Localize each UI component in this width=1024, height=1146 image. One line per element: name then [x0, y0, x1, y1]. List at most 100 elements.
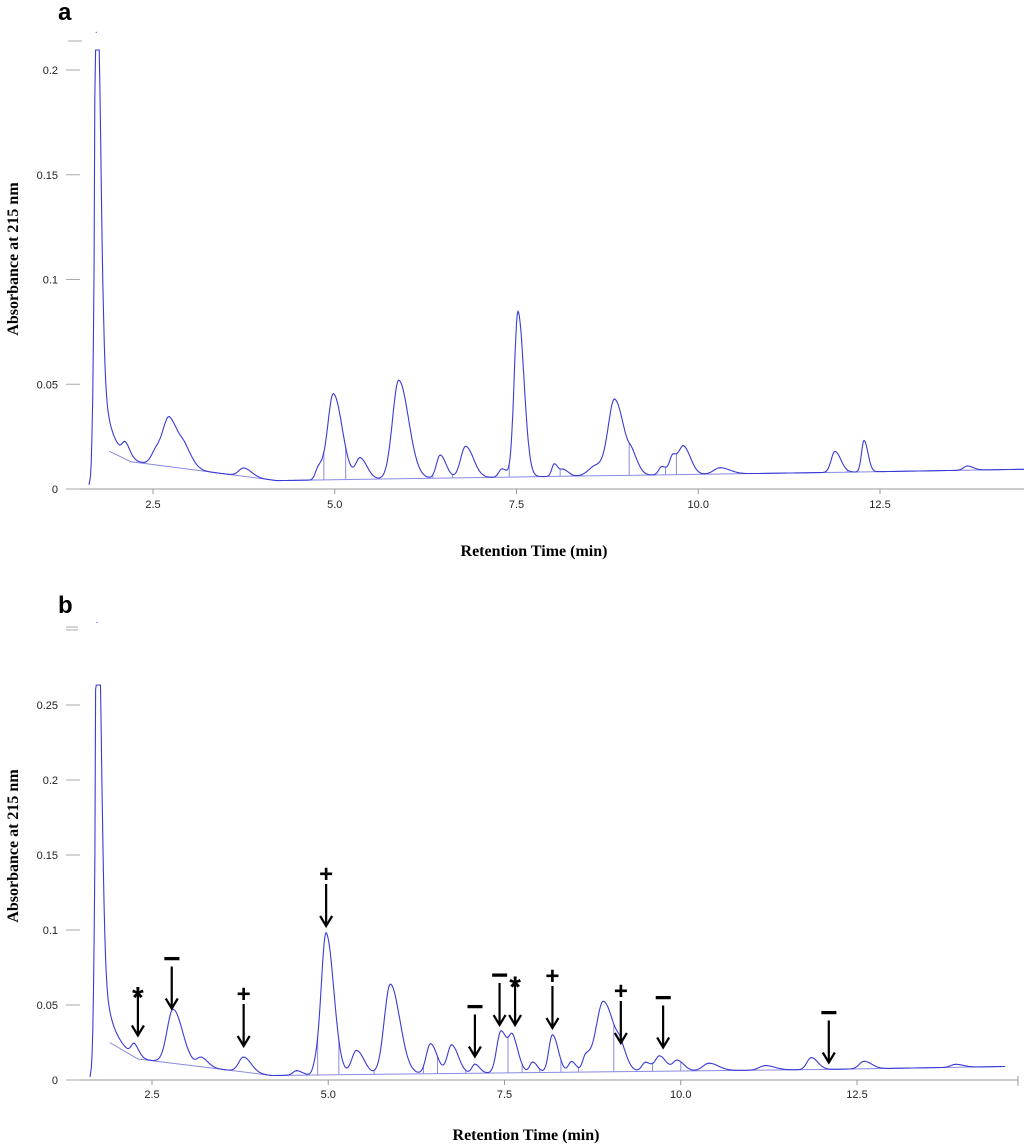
peak-annotation: − [820, 997, 838, 1065]
peak-apex [595, 463, 598, 465]
peak-apex [325, 932, 327, 934]
annotation-arrowhead [656, 1036, 671, 1050]
y-tick-label: 0.15 [37, 850, 58, 862]
peak-apex [863, 1060, 865, 1062]
peak-apex [708, 1062, 710, 1064]
peak-annotation: − [491, 959, 509, 1028]
x-tick-label: 5.0 [327, 499, 342, 511]
x-tick-label: 2.5 [144, 1089, 159, 1101]
peak-apex [676, 1059, 678, 1061]
y-tick-label: 0.05 [37, 1000, 58, 1012]
peak-apex [295, 1070, 298, 1072]
panel-a-y-axis-title: Absorbance at 215 nm [5, 182, 22, 336]
peak-apex [570, 1060, 573, 1063]
peak-annotation: + [545, 963, 560, 1031]
panel-a-x-axis-title: Retention Time (min) [461, 543, 608, 560]
annotation-arrowhead [236, 1035, 251, 1049]
x-tick-label: 12.5 [869, 499, 890, 511]
panel-b-letter: b [58, 592, 73, 619]
x-tick-label: 2.5 [145, 499, 160, 511]
panel-a: a Absorbance at 215 nm Retention Time (m… [5, 0, 1024, 560]
peak-apex [439, 454, 441, 456]
annotation-arrowhead [492, 1014, 507, 1028]
peak-apex [563, 468, 565, 470]
panel-a-x-axis: 2.5 5.0 7.5 10.0 12.5 [145, 489, 891, 511]
x-tick-label: 12.5 [846, 1089, 867, 1101]
peak-apex [398, 379, 400, 381]
peak-apex [553, 463, 555, 465]
peak-apex [659, 1055, 661, 1057]
peak-annotation: − [654, 982, 672, 1050]
x-tick-label: 10.0 [688, 499, 709, 511]
peak-apex [156, 444, 158, 446]
annotation-symbol: − [820, 997, 838, 1030]
annotation-arrowhead [613, 1032, 628, 1046]
peak-apex [551, 1034, 554, 1036]
peak-apex [185, 443, 187, 445]
annotation-symbol: + [545, 963, 559, 990]
peak-apex [719, 467, 721, 469]
peak-apex [632, 448, 634, 451]
panel-b-x-axis: 2.5 5.0 7.5 10.0 12.5 [144, 1080, 868, 1101]
integration-baseline [109, 450, 1024, 482]
y-tick-label: 0.2 [43, 65, 58, 77]
annotation-arrowhead [821, 1051, 836, 1065]
peak-annotation: + [319, 861, 333, 929]
annotation-arrowhead [130, 1024, 145, 1038]
annotation-arrowhead [508, 1014, 523, 1028]
peak-apex [315, 1048, 317, 1050]
peak-apex [501, 468, 503, 470]
chromatogram-trace [88, 49, 1024, 485]
x-tick-label: 5.0 [321, 1089, 336, 1101]
peak-apex [810, 1057, 812, 1059]
y-tick-label: 0.25 [37, 700, 58, 712]
y-tick-label: 0 [52, 1075, 58, 1087]
peak-apex [683, 445, 685, 447]
peak-apex [200, 1056, 202, 1058]
peak-apex [512, 1033, 514, 1036]
panel-a-letter: a [58, 0, 72, 26]
annotation-symbol: + [319, 861, 333, 888]
annotation-symbol: + [614, 978, 628, 1005]
peak-apex [95, 31, 97, 33]
peak-apex [517, 310, 519, 313]
x-tick-label: 7.5 [509, 499, 524, 511]
x-tick-label: 10.0 [670, 1089, 691, 1101]
peak-apex [644, 1061, 647, 1063]
y-tick-label: 0.2 [43, 775, 58, 787]
peak-apex [474, 1063, 476, 1065]
y-tick-label: 0.05 [37, 379, 58, 391]
annotation-symbol: * [509, 971, 521, 1004]
peak-apex [966, 465, 968, 467]
panel-b-y-axis: 0 0.05 0.1 0.15 0.2 0.25 [37, 700, 80, 1087]
peak-apex [834, 450, 836, 453]
annotation-symbol: + [237, 981, 251, 1008]
peak-apex [332, 393, 334, 395]
annotation-arrowhead [467, 1045, 482, 1059]
annotation-symbol: − [654, 982, 672, 1015]
peak-apex [172, 1008, 174, 1010]
peak-apex [389, 983, 391, 985]
panel-b-plot-area [89, 621, 1006, 1078]
peak-annotation: * [508, 971, 523, 1028]
peak-apex [96, 621, 98, 624]
peak-apex [359, 456, 361, 459]
peak-apex [672, 453, 674, 455]
y-tick-label: 0.1 [43, 275, 58, 287]
peak-apex [124, 441, 126, 443]
peak-apex [863, 439, 865, 442]
peak-apex [318, 463, 320, 466]
panel-a-plot-area [88, 31, 1024, 485]
panel-b-x-axis-title: Retention Time (min) [453, 1127, 600, 1144]
annotation-symbol: − [466, 991, 484, 1024]
panel-a-y-axis: 0 0.05 0.1 0.15 0.2 [37, 65, 80, 496]
peak-apex [169, 416, 171, 418]
annotation-symbol: − [491, 959, 509, 992]
peak-annotation: + [613, 978, 628, 1046]
y-tick-label: 0 [52, 484, 58, 496]
y-tick-label: 0.1 [43, 925, 58, 937]
peak-apex [764, 1065, 766, 1067]
annotation-symbol: − [163, 943, 181, 976]
peak-apex [532, 1061, 534, 1063]
annotation-arrowhead [545, 1017, 560, 1031]
